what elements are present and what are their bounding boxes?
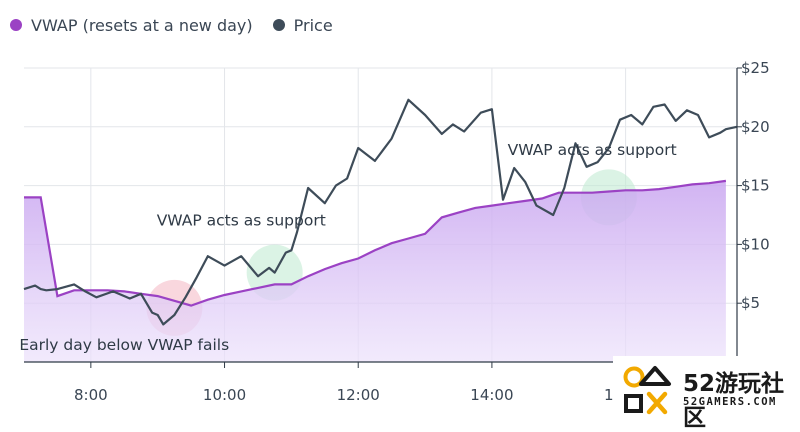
x-tick-label: 12:00 (337, 386, 380, 404)
vwap-legend-swatch (10, 19, 22, 31)
y-tick-label: $20 (741, 118, 770, 136)
watermark: 52游玩社区 52GAMERS.COM (613, 356, 800, 431)
price-legend-swatch (272, 19, 285, 31)
annotation-label: VWAP acts as support (157, 212, 326, 230)
price-line (23, 98, 738, 326)
vwap-area (24, 180, 726, 362)
vwap-legend-label: VWAP (resets at a new day) (31, 15, 253, 35)
legend: VWAP (resets at a new day) Price (10, 14, 333, 36)
y-tick-label: $10 (741, 235, 770, 253)
legend-item-price[interactable]: Price (272, 15, 333, 35)
x-tick-label: 14:00 (470, 386, 513, 404)
legend-item-vwap[interactable]: VWAP (resets at a new day) (10, 16, 253, 35)
watermark-logo-icon (623, 366, 671, 415)
annotations: Early day below VWAP fails VWAP acts as s… (19, 141, 676, 354)
watermark-brand-en: 52GAMERS.COM (683, 396, 777, 408)
y-tick-label: $5 (741, 294, 760, 312)
annotation-label: Early day below VWAP fails (19, 336, 229, 354)
annotation-label: VWAP acts as support (508, 141, 677, 159)
x-tick-label: 8:00 (74, 386, 108, 404)
x-tick-label: 10:00 (203, 386, 246, 404)
y-tick-label: $15 (741, 177, 770, 195)
price-legend-label: Price (293, 15, 333, 35)
y-tick-label: $25 (741, 59, 770, 77)
